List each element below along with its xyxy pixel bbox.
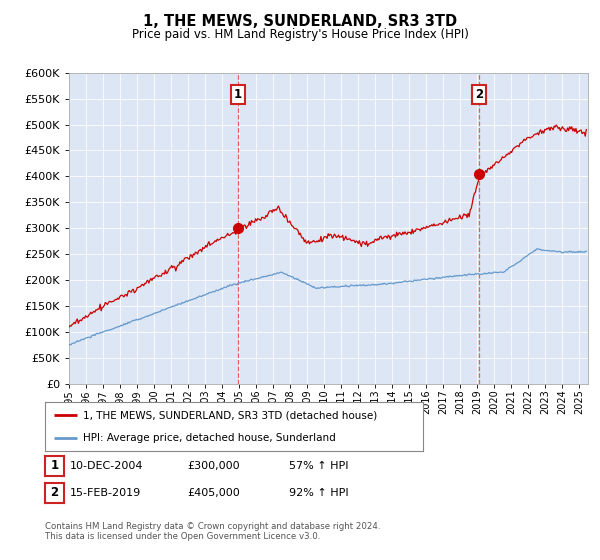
Text: 57% ↑ HPI: 57% ↑ HPI [289, 461, 349, 471]
Text: £405,000: £405,000 [187, 488, 240, 498]
Text: HPI: Average price, detached house, Sunderland: HPI: Average price, detached house, Sund… [83, 433, 335, 443]
Text: 1: 1 [50, 459, 59, 473]
Text: 1: 1 [234, 88, 242, 101]
Text: 2: 2 [50, 486, 59, 500]
Text: Price paid vs. HM Land Registry's House Price Index (HPI): Price paid vs. HM Land Registry's House … [131, 28, 469, 41]
Text: 1, THE MEWS, SUNDERLAND, SR3 3TD (detached house): 1, THE MEWS, SUNDERLAND, SR3 3TD (detach… [83, 410, 377, 421]
Text: 92% ↑ HPI: 92% ↑ HPI [289, 488, 349, 498]
Text: Contains HM Land Registry data © Crown copyright and database right 2024.
This d: Contains HM Land Registry data © Crown c… [45, 522, 380, 542]
Text: 2: 2 [475, 88, 484, 101]
Text: 1, THE MEWS, SUNDERLAND, SR3 3TD: 1, THE MEWS, SUNDERLAND, SR3 3TD [143, 14, 457, 29]
Text: 10-DEC-2004: 10-DEC-2004 [70, 461, 144, 471]
Text: 15-FEB-2019: 15-FEB-2019 [70, 488, 142, 498]
Text: £300,000: £300,000 [187, 461, 240, 471]
